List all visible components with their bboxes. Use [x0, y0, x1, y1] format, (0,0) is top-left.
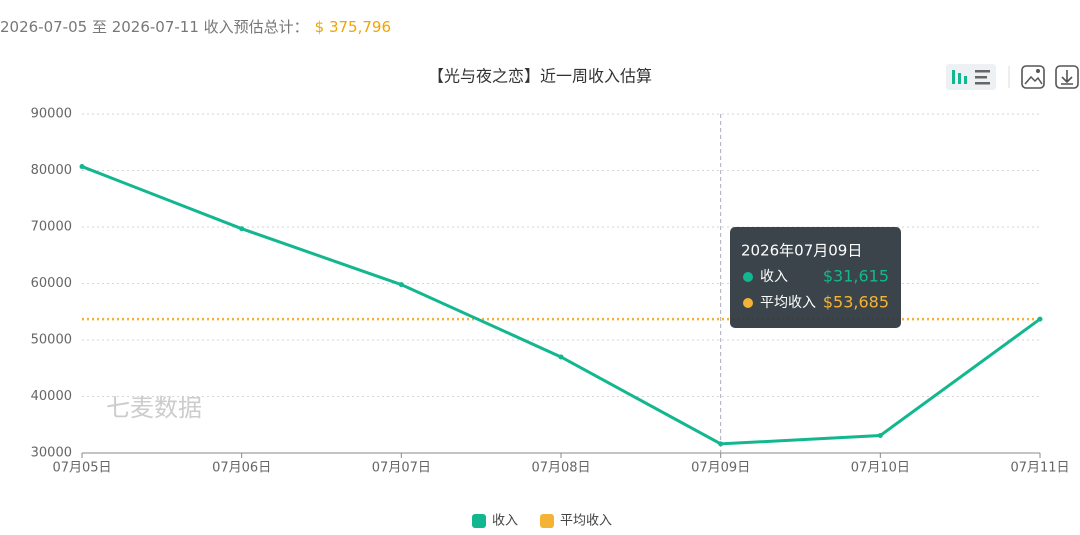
tooltip-box	[730, 227, 901, 328]
summary: 2026-07-05 至 2026-07-11 收入预估总计： $ 375,796	[0, 16, 391, 37]
point	[718, 441, 724, 447]
y-tick-label: 80000	[31, 163, 72, 178]
tooltip-name: 平均收入	[760, 295, 816, 311]
point	[239, 226, 245, 232]
chart-title: 【光与夜之恋】近一周收入估算	[428, 67, 652, 86]
legend-label: 平均收入	[560, 514, 612, 529]
x-tick-label: 07月08日	[531, 461, 590, 476]
save-image[interactable]	[1021, 65, 1045, 89]
x-tick-label: 07月07日	[372, 461, 431, 476]
x-tick-label: 07月09日	[691, 461, 750, 476]
y-tick-label: 90000	[31, 107, 72, 122]
point	[558, 354, 564, 360]
point	[79, 164, 85, 170]
tooltip-value: $31,615	[823, 267, 889, 286]
x-tick-label: 07月06日	[212, 461, 271, 476]
x-tick-label: 07月05日	[52, 461, 111, 476]
toolbar[interactable]	[946, 64, 1079, 90]
legend-marker	[540, 514, 555, 528]
legend-label: 收入	[492, 514, 518, 529]
point	[398, 282, 404, 288]
tooltip-marker	[743, 298, 753, 308]
tooltip-marker	[743, 272, 753, 282]
point	[1037, 316, 1043, 322]
tooltip-title: 2026年07月09日	[741, 242, 862, 260]
range-text: 2026-07-05 至 2026-07-11 收入预估总计：	[0, 18, 309, 36]
y-tick-label: 60000	[31, 276, 72, 291]
y-tick-label: 40000	[31, 389, 72, 404]
legend-marker	[472, 514, 486, 528]
download[interactable]	[1055, 65, 1079, 89]
y-tick-label: 30000	[31, 446, 72, 461]
y-tick-label: 50000	[31, 333, 72, 348]
tooltip-name: 收入	[760, 269, 788, 285]
total: $ 375,796	[314, 18, 391, 36]
tooltip-value: $53,685	[823, 293, 889, 312]
x-tick-label: 07月11日	[1010, 461, 1069, 476]
x-tick-label: 07月10日	[851, 461, 910, 476]
watermark: 七麦数据	[106, 394, 202, 422]
point	[877, 432, 883, 438]
y-tick-label: 70000	[31, 220, 72, 235]
